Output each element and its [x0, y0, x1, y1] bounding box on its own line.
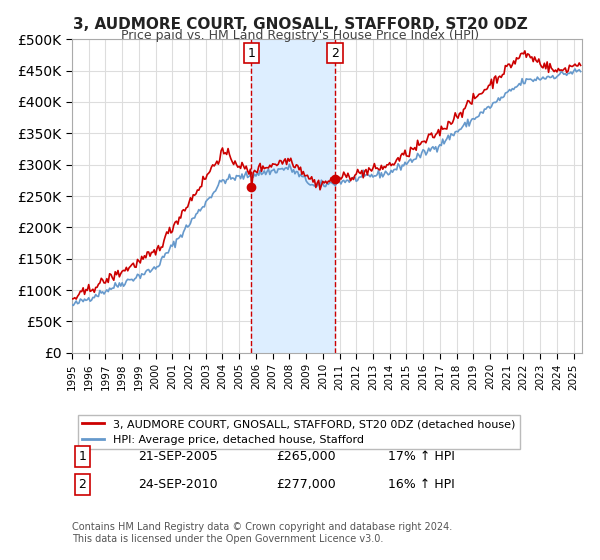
Text: £265,000: £265,000 — [276, 450, 335, 463]
Text: Price paid vs. HM Land Registry's House Price Index (HPI): Price paid vs. HM Land Registry's House … — [121, 29, 479, 42]
Text: £277,000: £277,000 — [276, 478, 336, 491]
Text: Contains HM Land Registry data © Crown copyright and database right 2024.
This d: Contains HM Land Registry data © Crown c… — [72, 522, 452, 544]
Text: 3, AUDMORE COURT, GNOSALL, STAFFORD, ST20 0DZ: 3, AUDMORE COURT, GNOSALL, STAFFORD, ST2… — [73, 17, 527, 32]
Text: 16% ↑ HPI: 16% ↑ HPI — [388, 478, 455, 491]
Legend: 3, AUDMORE COURT, GNOSALL, STAFFORD, ST20 0DZ (detached house), HPI: Average pri: 3, AUDMORE COURT, GNOSALL, STAFFORD, ST2… — [77, 415, 520, 449]
Text: 2: 2 — [331, 46, 339, 60]
Text: 17% ↑ HPI: 17% ↑ HPI — [388, 450, 455, 463]
Text: 1: 1 — [247, 46, 255, 60]
Text: 24-SEP-2010: 24-SEP-2010 — [139, 478, 218, 491]
Text: 2: 2 — [78, 478, 86, 491]
Text: 21-SEP-2005: 21-SEP-2005 — [139, 450, 218, 463]
Bar — [251, 39, 335, 353]
Text: 1: 1 — [78, 450, 86, 463]
